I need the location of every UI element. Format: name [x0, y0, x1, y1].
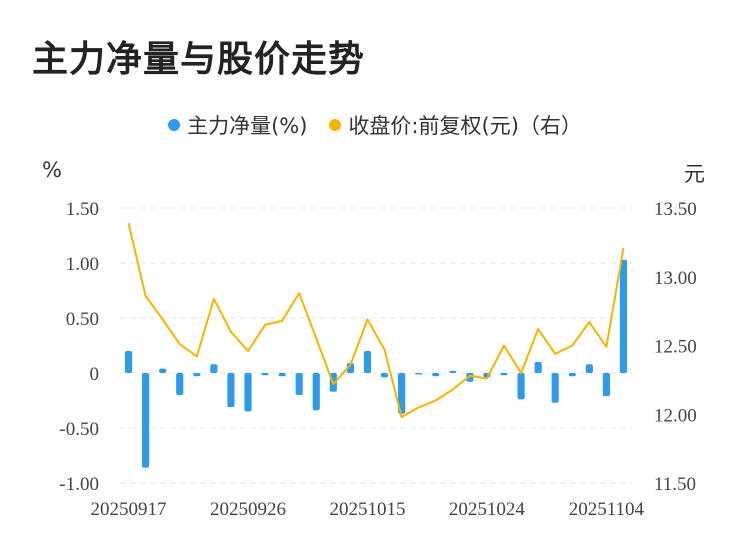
right-tick-label: 12.50 — [654, 337, 697, 358]
net-volume-bar[interactable] — [124, 351, 133, 373]
legend-label-net-volume: 主力净量(%) — [187, 114, 308, 138]
net-volume-bar[interactable] — [585, 364, 593, 373]
x-tick-label: 20250917 — [91, 499, 167, 520]
net-volume-bar[interactable] — [500, 373, 508, 376]
net-volume-bar[interactable] — [363, 351, 372, 373]
close-price-line[interactable] — [127, 222, 625, 418]
net-volume-bar[interactable] — [517, 373, 525, 400]
left-tick-label: 0.50 — [66, 309, 99, 330]
legend-dot-close-price — [329, 119, 342, 131]
legend-item-close-price[interactable]: 收盘价:前复权(元)（右） — [329, 110, 582, 140]
net-volume-bar[interactable] — [295, 373, 303, 395]
net-volume-bar[interactable] — [193, 373, 201, 377]
legend-item-net-volume[interactable]: 主力净量(%) — [168, 110, 307, 140]
right-tick-label: 12.00 — [654, 405, 697, 426]
net-volume-bar[interactable] — [278, 373, 286, 377]
net-volume-bar[interactable] — [210, 364, 218, 373]
x-tick-label: 20250926 — [210, 499, 286, 520]
net-volume-bar[interactable] — [159, 368, 167, 373]
legend-label-close-price: 收盘价:前复权(元)（右） — [348, 114, 582, 138]
left-tick-label: 0 — [90, 364, 100, 385]
right-tick-label: 13.50 — [654, 199, 697, 220]
net-volume-bar[interactable] — [449, 370, 457, 373]
net-volume-bar[interactable] — [261, 373, 269, 376]
net-volume-bar[interactable] — [568, 373, 576, 377]
grid-lines — [120, 207, 632, 484]
net-volume-bar[interactable] — [312, 373, 320, 411]
left-tick-label: -1.00 — [59, 474, 99, 495]
left-axis-unit: % — [42, 158, 62, 182]
net-volume-bar[interactable] — [415, 373, 423, 375]
net-volume-bar[interactable] — [380, 373, 389, 378]
close-price-line-group — [127, 222, 625, 418]
net-volume-bar[interactable] — [619, 259, 628, 373]
net-volume-bar[interactable] — [432, 373, 440, 377]
legend-dot-net-volume — [168, 119, 181, 131]
left-tick-label: -0.50 — [59, 419, 99, 440]
net-volume-bar[interactable] — [534, 362, 542, 373]
net-volume-bar[interactable] — [142, 373, 150, 468]
x-tick-label: 20251024 — [449, 499, 526, 520]
page-title: 主力净量与股价走势 — [32, 39, 366, 80]
net-volume-bars — [124, 259, 628, 468]
left-tick-label: 1.00 — [66, 254, 99, 275]
net-volume-bar[interactable] — [227, 373, 235, 408]
net-volume-bar[interactable] — [551, 373, 559, 403]
net-volume-bar[interactable] — [602, 373, 610, 397]
chart-legend: 主力净量(%) 收盘价:前复权(元)（右） — [0, 110, 750, 140]
net-volume-bar[interactable] — [176, 373, 184, 395]
net-volume-bar[interactable] — [398, 373, 406, 414]
left-tick-label: 1.50 — [66, 199, 99, 220]
axis-labels: 1.50 1.00 0.50 0 -0.50 -1.00 13.50 13.00 12.50 12… — [59, 199, 696, 520]
net-volume-bar[interactable] — [244, 373, 252, 412]
x-tick-label: 20251015 — [329, 499, 405, 520]
right-tick-label: 13.00 — [654, 268, 697, 289]
right-tick-label: 11.50 — [654, 474, 696, 495]
x-tick-label: 20251104 — [569, 499, 645, 520]
right-axis-unit: 元 — [684, 162, 705, 186]
